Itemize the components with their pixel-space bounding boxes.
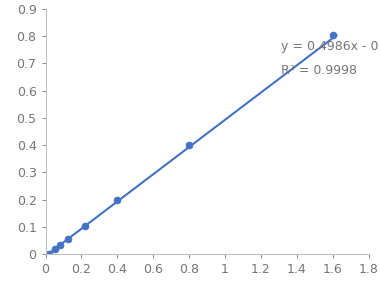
Text: y = 0.4986x - 0.0057: y = 0.4986x - 0.0057 — [281, 40, 380, 53]
Point — [52, 247, 58, 251]
Point — [186, 143, 192, 147]
Point — [57, 243, 63, 247]
Point — [114, 198, 120, 203]
Point — [82, 224, 88, 229]
Point — [330, 33, 336, 38]
Point — [46, 252, 52, 257]
Text: R² = 0.9998: R² = 0.9998 — [281, 64, 357, 77]
Point — [65, 237, 71, 242]
